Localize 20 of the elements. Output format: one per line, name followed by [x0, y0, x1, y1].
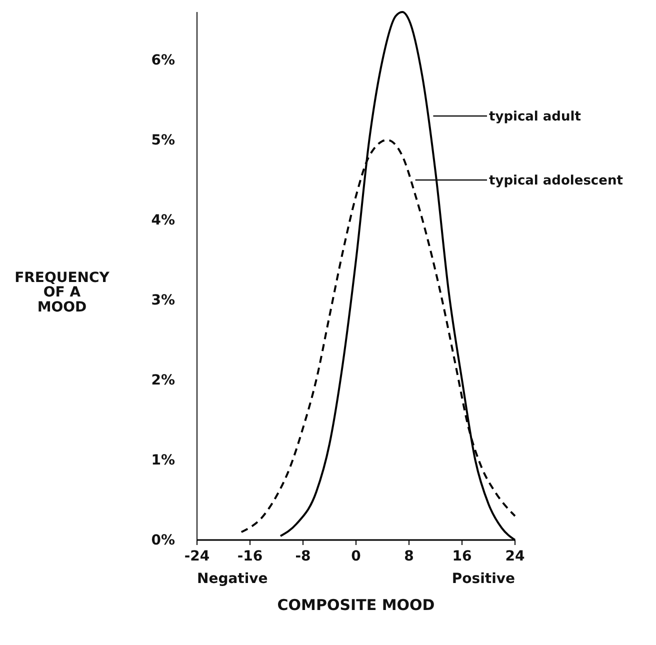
y-tick-label: 1% — [151, 452, 175, 468]
y-tick-label: 0% — [151, 532, 175, 548]
y-tick-label: 5% — [151, 132, 175, 148]
x-tick-label: -24 — [184, 548, 210, 565]
x-tick-label: 16 — [452, 548, 472, 565]
text: Positive — [452, 571, 515, 587]
text: Negative — [197, 571, 268, 587]
x-tick-label: 24 — [505, 548, 525, 565]
x-tick-label: -8 — [295, 548, 311, 565]
annotation: typical adolescent — [489, 174, 623, 189]
x-tick-label: 8 — [404, 548, 414, 565]
y-tick-label: 2% — [151, 372, 175, 388]
y-tick-label: 4% — [151, 212, 175, 228]
annotation: typical adult — [489, 110, 581, 125]
y-tick-label: 6% — [151, 52, 175, 68]
y-axis-title: FREQUENCY OF A MOOD — [14, 270, 110, 316]
y-tick-label: 3% — [151, 292, 175, 308]
x-axis-title: COMPOSITE MOOD — [277, 596, 435, 614]
x-tick-label: -16 — [237, 548, 263, 565]
x-tick-label: 0 — [351, 548, 362, 565]
